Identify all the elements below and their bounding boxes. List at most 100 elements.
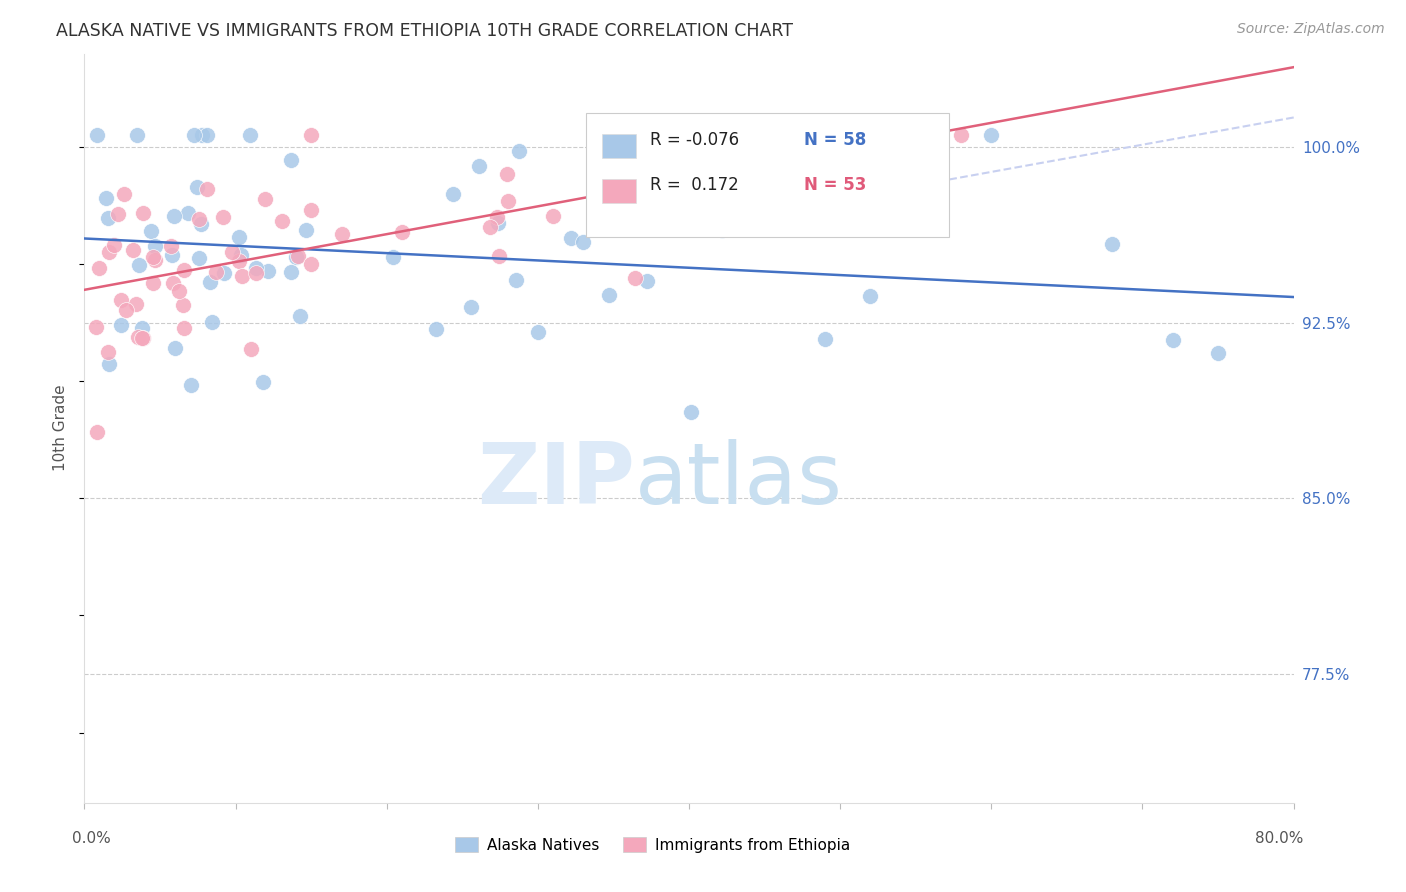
Point xyxy=(183,128,205,143)
Point xyxy=(648,220,671,235)
Point xyxy=(1206,345,1229,359)
Point xyxy=(212,210,235,224)
Point xyxy=(132,331,155,345)
Point xyxy=(391,225,413,239)
Point xyxy=(162,276,184,290)
Point xyxy=(486,211,509,225)
Point xyxy=(654,168,676,182)
Point xyxy=(188,251,211,265)
Point xyxy=(190,128,212,143)
Y-axis label: 10th Grade: 10th Grade xyxy=(53,384,69,472)
Point xyxy=(160,239,183,253)
FancyBboxPatch shape xyxy=(602,135,636,159)
Point xyxy=(131,320,153,334)
Point xyxy=(245,260,267,275)
Point xyxy=(488,249,510,263)
Point xyxy=(711,223,734,237)
Point xyxy=(139,224,162,238)
Point xyxy=(127,330,149,344)
Point xyxy=(496,167,519,181)
Point xyxy=(950,128,973,143)
Point xyxy=(97,357,120,371)
FancyBboxPatch shape xyxy=(602,179,636,203)
Point xyxy=(186,180,208,194)
Point xyxy=(173,321,195,335)
Point xyxy=(330,227,353,242)
Point xyxy=(180,377,202,392)
Point xyxy=(221,244,243,259)
Point xyxy=(143,253,166,268)
Point xyxy=(814,332,837,346)
Point xyxy=(252,375,274,389)
Text: N = 53: N = 53 xyxy=(804,176,866,194)
Point xyxy=(107,207,129,221)
Point xyxy=(142,250,165,264)
Point xyxy=(527,325,550,339)
Point xyxy=(496,194,519,208)
Point xyxy=(162,209,184,223)
Point xyxy=(443,186,465,201)
Point xyxy=(1161,333,1184,347)
Point xyxy=(86,128,108,143)
Point xyxy=(280,153,302,167)
Legend: Alaska Natives, Immigrants from Ethiopia: Alaska Natives, Immigrants from Ethiopia xyxy=(449,830,856,859)
Point xyxy=(160,248,183,262)
Point xyxy=(96,191,118,205)
Point xyxy=(84,320,107,334)
Point xyxy=(124,297,146,311)
Text: N = 58: N = 58 xyxy=(804,131,866,149)
Text: atlas: atlas xyxy=(634,439,842,522)
Point xyxy=(86,425,108,440)
Point xyxy=(288,310,311,324)
Point xyxy=(505,273,527,287)
Text: R = -0.076: R = -0.076 xyxy=(650,131,740,149)
Point xyxy=(301,128,323,143)
Point xyxy=(112,186,135,201)
Point xyxy=(195,182,218,196)
Text: 0.0%: 0.0% xyxy=(72,831,111,846)
Point xyxy=(598,288,620,302)
Point xyxy=(125,128,148,143)
Point xyxy=(508,145,530,159)
Point xyxy=(132,205,155,219)
Point xyxy=(188,212,211,227)
Point xyxy=(271,213,294,227)
Point xyxy=(212,266,235,280)
Point xyxy=(190,217,212,231)
Point xyxy=(229,248,252,262)
Point xyxy=(128,259,150,273)
Point xyxy=(541,209,564,223)
Text: ALASKA NATIVE VS IMMIGRANTS FROM ETHIOPIA 10TH GRADE CORRELATION CHART: ALASKA NATIVE VS IMMIGRANTS FROM ETHIOPI… xyxy=(56,22,793,40)
Point xyxy=(287,249,309,263)
Point xyxy=(254,192,277,206)
Point xyxy=(257,263,280,277)
Point xyxy=(228,230,250,244)
Text: R =  0.172: R = 0.172 xyxy=(650,176,740,194)
Point xyxy=(122,244,145,258)
Point xyxy=(97,344,120,359)
Point xyxy=(177,205,200,219)
Point xyxy=(468,159,491,173)
Point xyxy=(486,216,509,230)
Point xyxy=(636,274,658,288)
Text: 80.0%: 80.0% xyxy=(1256,831,1303,846)
Point xyxy=(381,251,404,265)
Text: ZIP: ZIP xyxy=(477,439,634,522)
Point xyxy=(280,264,302,278)
Point xyxy=(231,268,253,283)
Point xyxy=(425,322,447,336)
Point xyxy=(143,239,166,253)
Point xyxy=(738,134,761,148)
Point xyxy=(1101,237,1123,252)
Point xyxy=(142,276,165,290)
Point xyxy=(115,303,138,318)
Point xyxy=(560,231,582,245)
Point xyxy=(110,318,132,332)
Point xyxy=(110,293,132,308)
Point xyxy=(97,245,120,260)
Point xyxy=(195,128,218,143)
Point xyxy=(172,298,194,312)
Point xyxy=(295,223,318,237)
Point xyxy=(859,289,882,303)
Point xyxy=(285,250,308,264)
